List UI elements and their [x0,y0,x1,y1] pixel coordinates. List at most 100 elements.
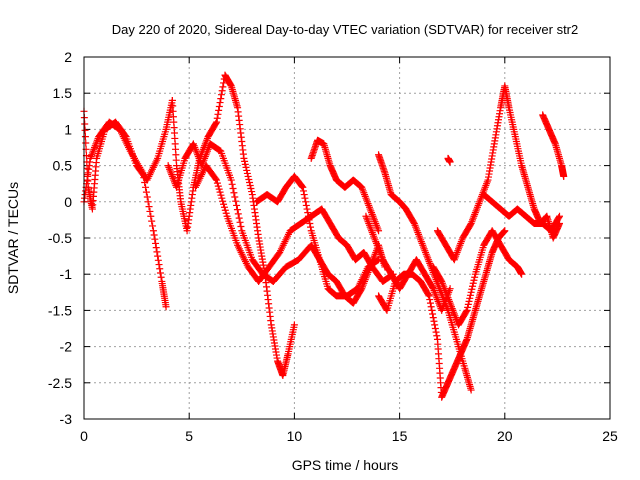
data-point [427,303,435,311]
data-point [212,175,220,183]
data-point [470,276,478,284]
data-point [465,297,473,305]
data-point [303,205,311,213]
data-point [220,200,228,208]
data-point [154,252,162,260]
data-point [81,120,89,128]
data-point [240,154,248,162]
data-point [518,270,526,278]
data-point [466,294,474,302]
data-point [217,91,225,99]
data-point [246,178,254,186]
data-point [466,291,474,299]
data-point [375,227,383,235]
data-point [432,328,440,336]
data-point [469,282,477,290]
x-axis-label: GPS time / hours [292,457,399,473]
data-point [241,160,249,168]
data-point [426,296,434,304]
data-point [214,110,222,118]
x-tick-label-3: 15 [392,428,408,444]
data-point [429,310,437,318]
data-point [81,133,89,141]
data-point [229,185,237,193]
series-track-02 [80,96,176,213]
data-point [307,223,315,231]
plot-frame [83,56,611,420]
y-tick-label-0: 2 [64,49,72,65]
data-point [304,212,312,220]
data-point [425,292,433,300]
data-point [247,185,255,193]
data-point [410,218,418,226]
series-track-03 [168,71,298,380]
data-point [153,248,161,256]
data-point [556,212,564,220]
y-tick-label-2: 1 [64,121,72,137]
x-tick-label-1: 5 [185,428,193,444]
data-point [446,158,454,166]
data-point [84,171,92,179]
data-point [235,214,243,222]
data-point [219,197,227,205]
x-tick-label-5: 25 [602,428,618,444]
data-point [152,244,160,252]
y-tick-label-5: -0.5 [48,230,72,246]
series-track-07 [307,136,383,235]
y-tick-label-4: 0 [64,194,72,210]
data-point [464,300,472,308]
data-point [300,187,308,195]
data-point [234,210,242,218]
data-point [220,203,228,211]
data-point [462,308,470,316]
data-point [217,95,225,103]
series-track-10 [375,227,509,401]
data-point [248,188,256,196]
data-point [424,291,432,299]
x-tick-label-2: 10 [287,428,303,444]
data-point [219,83,227,91]
data-point [157,273,165,281]
x-tick-label-0: 0 [80,428,88,444]
data-point [233,201,241,209]
data-point [213,179,221,187]
chart-title: Day 220 of 2020, Sidereal Day-to-day VTE… [112,22,579,37]
series-track-05 [192,162,397,285]
data-point [149,227,157,235]
data-point [468,285,476,293]
data-point [433,332,441,340]
data-point [298,182,306,190]
y-tick-labels: 2 1.5 1 0.5 0 -0.5 -1 -1.5 -2 -2.5 -3 [48,49,72,427]
data-point [242,163,250,171]
data-point [429,283,437,291]
data-point [243,166,251,174]
y-tick-label-8: -2 [60,339,73,355]
data-point [227,176,235,184]
data-point [213,114,221,122]
data-point [149,222,157,230]
data-point [437,276,445,284]
data-point [154,256,162,264]
data-point [429,314,437,322]
data-point [466,221,474,229]
data-point [218,87,226,95]
data-point [245,175,253,183]
data-point [300,191,308,199]
series-track-12 [429,227,526,329]
data-point [220,79,228,87]
data-point [213,176,221,184]
grid-lines [84,57,610,419]
data-point [84,177,92,185]
data-point [222,209,230,217]
series-track-06 [253,172,383,300]
y-axis-label: SDTVAR / TECUs [5,182,21,294]
data-point [244,172,252,180]
data-point [147,212,155,220]
data-point [237,223,245,231]
data-point [146,207,154,215]
y-tick-label-7: -1.5 [48,302,72,318]
data-point [302,201,310,209]
data-point [306,220,314,228]
data-point [215,106,223,114]
data-point [382,305,390,313]
